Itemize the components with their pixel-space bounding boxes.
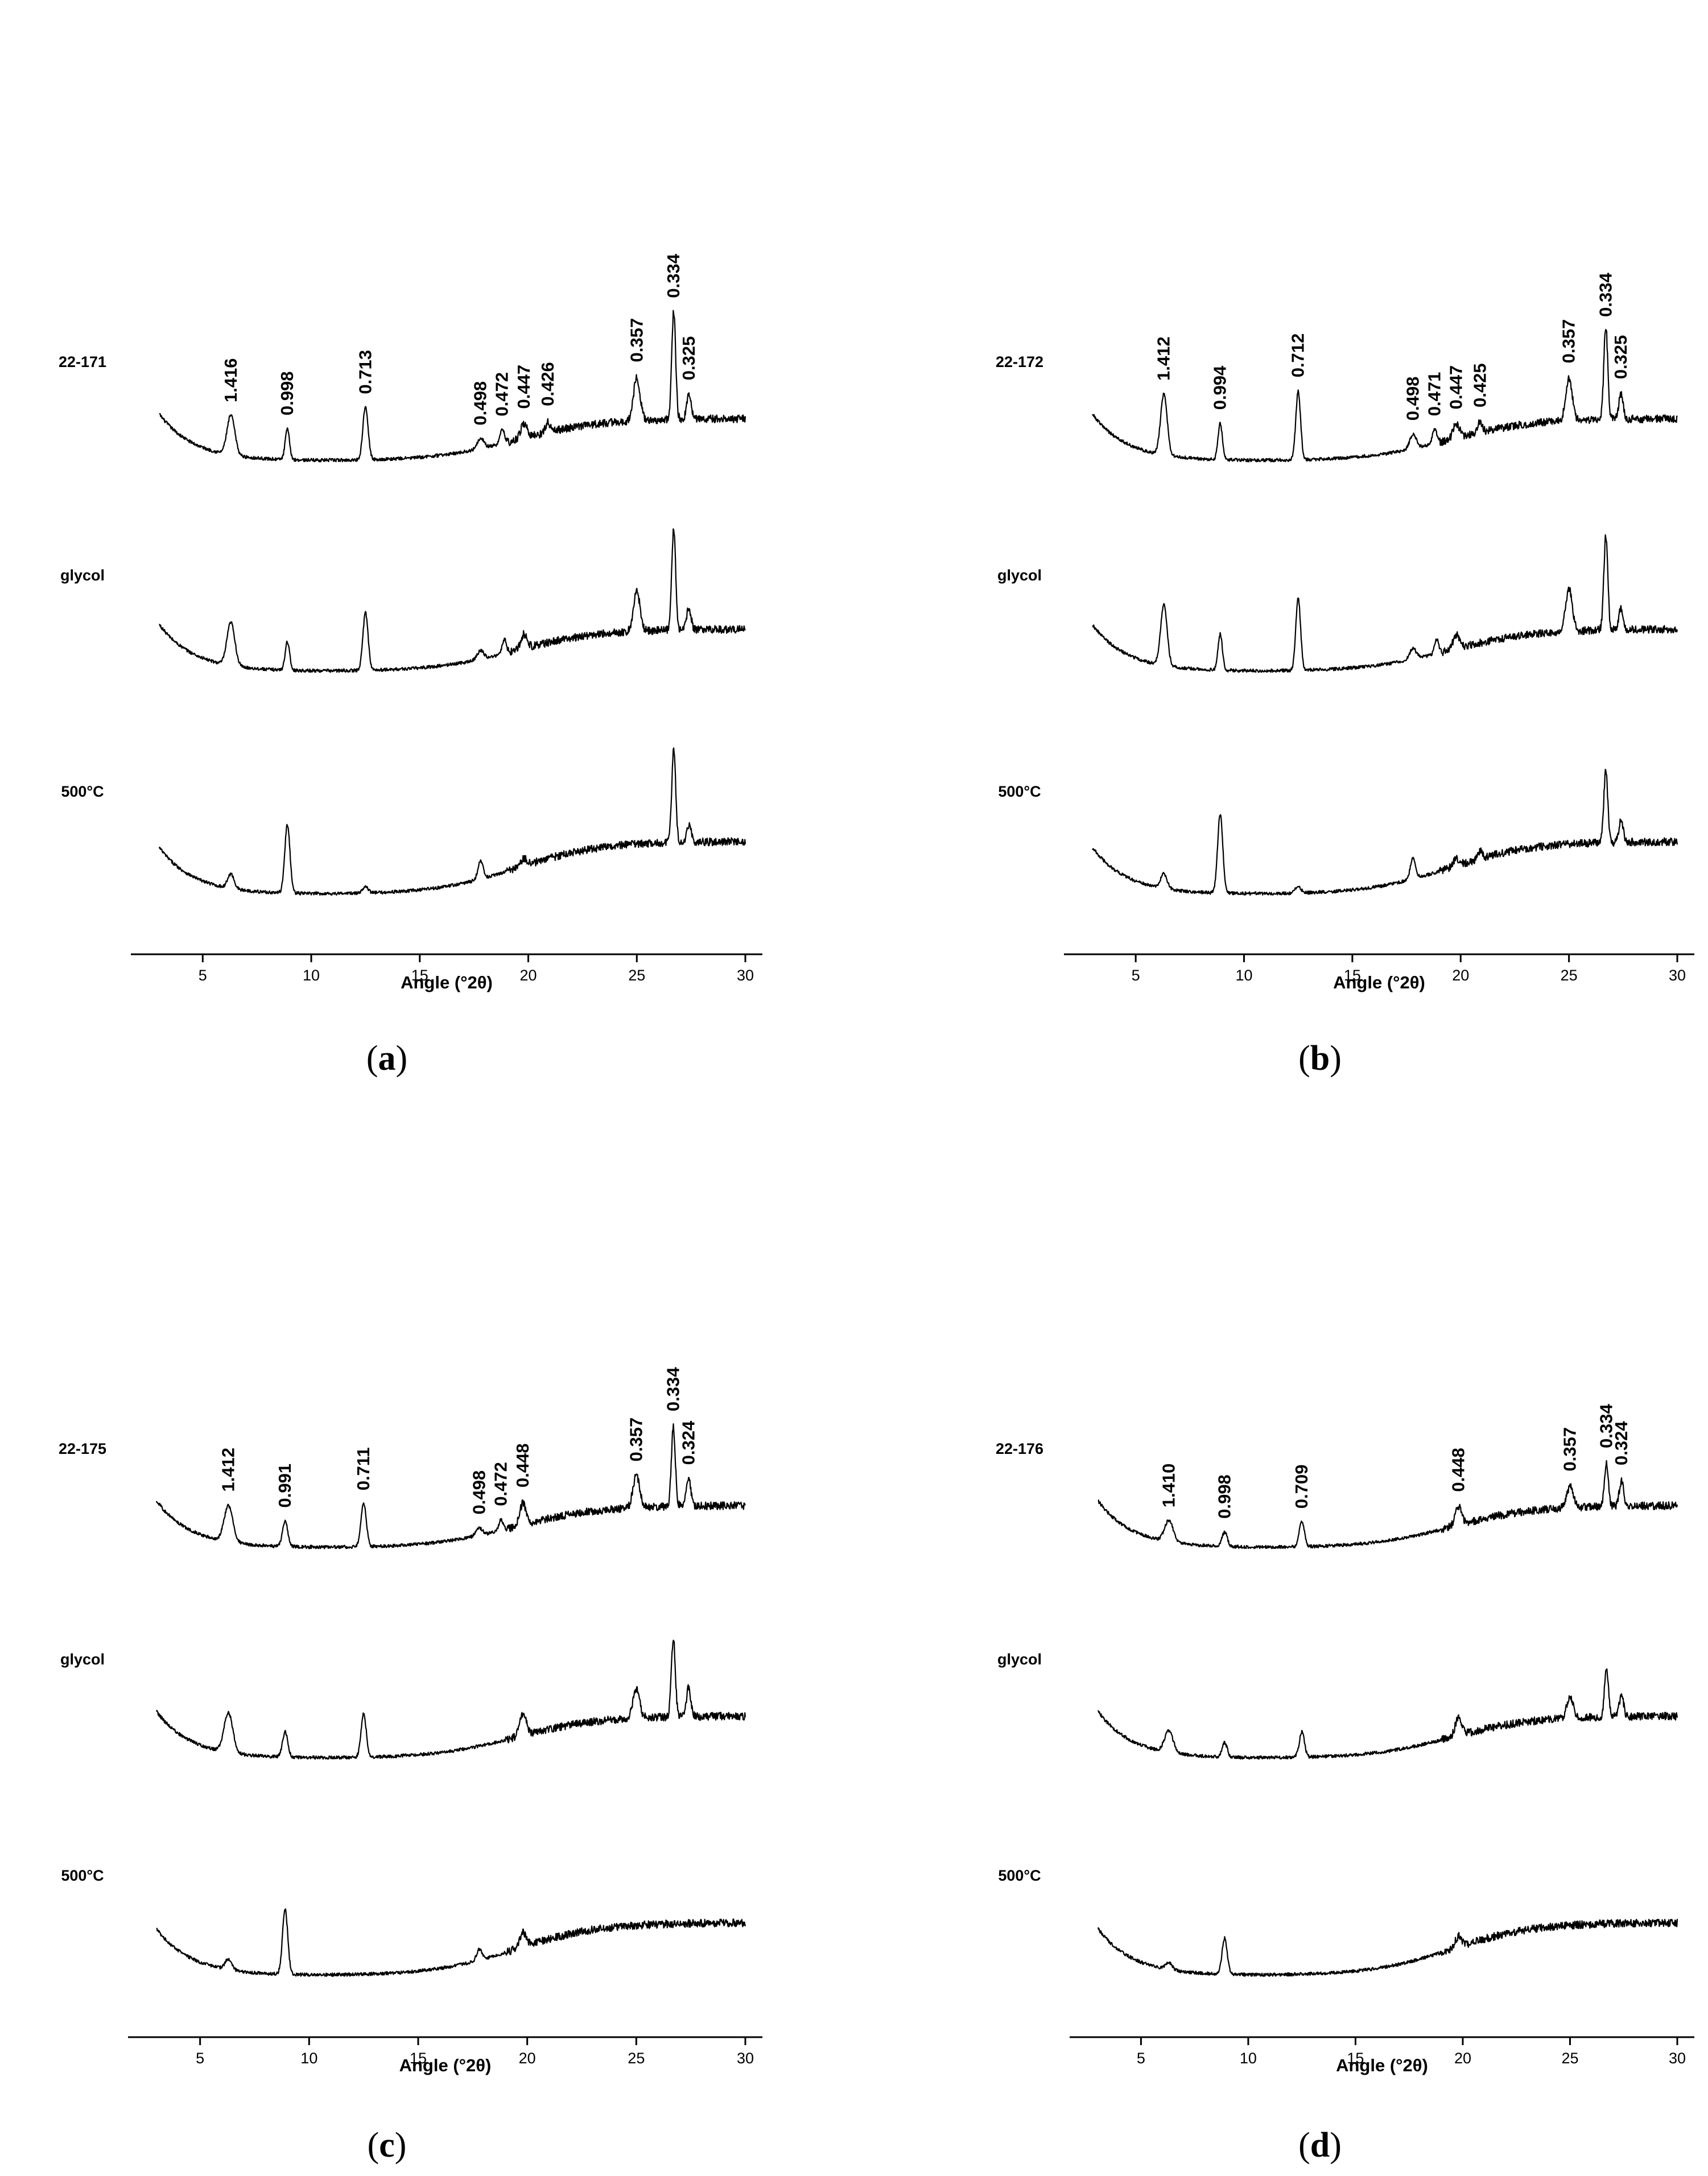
series-line-3 — [1097, 1919, 1678, 1977]
series-name-label: glycol — [60, 567, 105, 584]
x-tick-label: 30 — [1669, 2050, 1686, 2067]
peak-label: 0.325 — [1611, 335, 1631, 380]
peak-label: 0.357 — [1559, 319, 1579, 364]
series-name-label: 22-176 — [996, 1440, 1043, 1457]
peak-label: 0.357 — [626, 1417, 646, 1462]
peak-label: 0.448 — [513, 1444, 533, 1488]
series-line-2 — [159, 528, 746, 673]
panel-b: 5 10 15 20 25 30 Angle (°2θ) (b) 22-172 1.412 0.99… — [996, 273, 1694, 1078]
x-tick-label: 10 — [1240, 2050, 1257, 2067]
peak-label: 0.994 — [1210, 365, 1230, 410]
series-name-label: 22-175 — [59, 1440, 106, 1457]
peak-label: 1.410 — [1158, 1464, 1178, 1508]
x-tick-label: 5 — [1132, 967, 1140, 984]
peak-label: 0.472 — [492, 372, 512, 417]
peak-label: 0.334 — [663, 1367, 683, 1411]
series-line-1 — [1098, 1460, 1678, 1549]
x-axis-label: Angle (°2θ) — [399, 2055, 492, 2075]
x-tick-label: 30 — [737, 967, 754, 984]
series-line-2 — [155, 1639, 746, 1760]
series-line-2 — [1097, 1668, 1678, 1760]
peak-label: 0.357 — [1560, 1427, 1580, 1472]
x-tick-label: 30 — [1669, 967, 1686, 984]
series-line-3 — [156, 1908, 746, 1977]
peak-label: 0.712 — [1288, 333, 1308, 378]
peak-label: 1.412 — [1154, 336, 1174, 381]
series-line-2 — [1092, 534, 1678, 673]
x-tick-label: 15 — [1347, 2050, 1364, 2067]
panel-a: 5 10 15 20 25 30 Angle (°2θ) (a) 22-171 1.416 0.99… — [59, 253, 762, 1078]
x-tick-label: 5 — [1137, 2050, 1145, 2067]
peak-label: 0.334 — [663, 253, 683, 298]
x-axis-label: Angle (°2θ) — [401, 972, 493, 992]
x-tick-label: 15 — [411, 967, 428, 984]
peak-label: 0.471 — [1425, 372, 1445, 417]
peak-label: 0.447 — [1446, 365, 1466, 410]
peak-label: 0.334 — [1595, 273, 1615, 317]
series-line-3 — [158, 747, 746, 896]
peak-label: 0.998 — [1215, 1474, 1235, 1519]
x-axis-label: Angle (°2θ) — [1333, 972, 1425, 992]
series-name-label: 500°C — [61, 783, 104, 800]
x-tick-label: 10 — [303, 967, 320, 984]
series-name-label: glycol — [997, 567, 1042, 584]
series-line-3 — [1092, 769, 1678, 896]
peak-label: 0.357 — [626, 318, 646, 362]
x-tick-label: 5 — [196, 2050, 204, 2067]
peak-label: 0.325 — [679, 336, 699, 381]
x-tick-label: 30 — [737, 2050, 754, 2067]
x-tick-label: 25 — [628, 2050, 645, 2067]
x-tick-label: 20 — [1452, 967, 1469, 984]
x-tick-label: 25 — [1561, 2050, 1578, 2067]
panel-label: (c) — [368, 2126, 407, 2165]
series-name-label: 500°C — [998, 1867, 1041, 1884]
series-name-label: 22-171 — [59, 353, 106, 370]
x-tick-label: 15 — [1344, 967, 1361, 984]
series-name-label: 500°C — [61, 1867, 104, 1884]
series-name-label: 22-172 — [996, 353, 1043, 370]
series-name-label: glycol — [60, 1651, 105, 1668]
peak-label: 0.498 — [469, 1470, 489, 1515]
peak-label: 0.324 — [1611, 1421, 1631, 1465]
x-tick-label: 20 — [1454, 2050, 1471, 2067]
peak-label: 0.426 — [538, 362, 558, 406]
peak-label: 1.416 — [221, 358, 241, 403]
peak-label: 0.498 — [471, 381, 490, 426]
peak-label: 0.472 — [491, 1462, 511, 1506]
x-tick-label: 15 — [410, 2050, 427, 2067]
peak-label: 0.324 — [678, 1420, 698, 1465]
x-tick-label: 20 — [519, 967, 537, 984]
peak-label: 0.991 — [275, 1464, 295, 1508]
panel-label: (d) — [1298, 2126, 1342, 2165]
x-tick-label: 5 — [199, 967, 207, 984]
peak-label: 0.334 — [1596, 1404, 1616, 1448]
series-line-1 — [155, 1423, 746, 1549]
series-name-label: glycol — [997, 1651, 1042, 1668]
series-line-1 — [1092, 328, 1678, 463]
peak-label: 0.709 — [1292, 1465, 1311, 1509]
peak-label: 0.498 — [1403, 377, 1423, 421]
x-tick-label: 25 — [1561, 967, 1578, 984]
peak-label: 0.447 — [514, 365, 534, 409]
series-line-1 — [159, 310, 746, 463]
panel-c: 5 10 15 20 25 30 Angle (°2θ) (c) 22-175 1.412 0.99… — [59, 1367, 762, 2165]
x-axis-label: Angle (°2θ) — [1336, 2055, 1428, 2075]
x-tick-label: 25 — [628, 967, 645, 984]
x-tick-label: 10 — [1235, 967, 1252, 984]
peak-label: 0.425 — [1470, 363, 1490, 407]
peak-label: 1.412 — [218, 1448, 238, 1492]
x-tick-label: 20 — [519, 2050, 536, 2067]
panel-label: (b) — [1298, 1039, 1342, 1078]
peak-label: 0.711 — [353, 1447, 373, 1490]
x-tick-label: 10 — [300, 2050, 317, 2067]
peak-label: 0.713 — [355, 350, 375, 394]
peak-label: 0.998 — [277, 372, 297, 416]
peak-label: 0.448 — [1448, 1448, 1468, 1492]
panel-d: 5 10 15 20 25 30 Angle (°2θ) (d) 22-176 1.410 0.99… — [996, 1404, 1694, 2165]
panel-label: (a) — [366, 1039, 407, 1078]
series-name-label: 500°C — [998, 783, 1041, 800]
